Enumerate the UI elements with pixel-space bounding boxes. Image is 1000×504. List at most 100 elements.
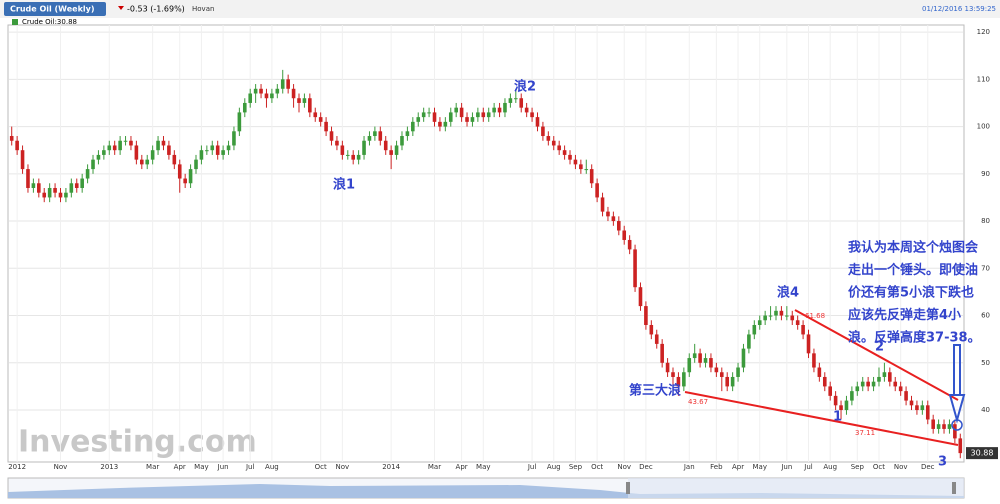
candle-body bbox=[617, 221, 621, 231]
y-tick-label: 50 bbox=[981, 359, 990, 367]
x-tick-label: Oct bbox=[591, 463, 603, 471]
candle-body bbox=[20, 150, 25, 170]
candle-body bbox=[866, 381, 870, 387]
navigator-handle[interactable] bbox=[626, 482, 630, 494]
candle-body bbox=[627, 239, 632, 250]
price-change: -0.53 (-1.69%) bbox=[127, 5, 185, 14]
candle-body bbox=[671, 372, 675, 377]
instrument-name: Crude Oil (Weekly) bbox=[10, 5, 95, 14]
x-tick-label: Nov bbox=[894, 463, 908, 471]
candle-body bbox=[763, 315, 767, 321]
candle-body bbox=[389, 150, 393, 155]
candle-body bbox=[579, 164, 583, 170]
candle-body bbox=[833, 395, 838, 406]
candle-body bbox=[270, 93, 274, 99]
candle-body bbox=[882, 372, 887, 377]
candle-body bbox=[237, 112, 242, 132]
plot: 40 50 60 70 80 90 100 110 120 2012 Nov 2013 Mar Apr Ma… bbox=[8, 25, 990, 471]
candle-body bbox=[47, 187, 52, 198]
candle-body bbox=[822, 376, 827, 387]
candle-body bbox=[828, 386, 832, 396]
candle-body bbox=[459, 107, 464, 118]
candle-body bbox=[172, 154, 177, 165]
x-tick-label: Oct bbox=[315, 463, 327, 471]
candle-body bbox=[925, 405, 930, 420]
candle-body bbox=[177, 164, 182, 179]
candle-body bbox=[877, 376, 881, 382]
candle-body bbox=[248, 93, 253, 103]
x-tick-label: Nov bbox=[336, 463, 350, 471]
candle-body bbox=[654, 334, 659, 344]
wave-label: 浪1 bbox=[333, 177, 355, 193]
candle-body bbox=[692, 353, 697, 359]
x-tick-label: 2014 bbox=[382, 463, 400, 471]
x-tick-label: Aug bbox=[265, 463, 279, 471]
candle-body bbox=[308, 98, 312, 113]
candle-body bbox=[69, 183, 74, 193]
candle-body bbox=[324, 121, 328, 132]
x-tick-label: Mar bbox=[428, 463, 441, 471]
x-tick-label: Jul bbox=[245, 463, 255, 471]
x-tick-label: Feb bbox=[710, 463, 723, 471]
price-note: 43.67 bbox=[688, 398, 708, 406]
instrument-tab[interactable] bbox=[4, 2, 106, 16]
candle-body bbox=[102, 150, 106, 155]
candle-body bbox=[795, 320, 800, 325]
candle-body bbox=[134, 145, 139, 160]
candle-body bbox=[74, 183, 79, 188]
trend-line-lower bbox=[684, 391, 959, 446]
comment-line: 我认为本周这个烛图会 bbox=[848, 240, 979, 256]
candle-body bbox=[508, 98, 513, 103]
x-tick-label: Dec bbox=[639, 463, 653, 471]
candle-body bbox=[709, 358, 713, 368]
candle-body bbox=[345, 154, 350, 156]
price-box bbox=[966, 447, 998, 460]
candle-body bbox=[958, 438, 963, 454]
x-tick-label: Aug bbox=[823, 463, 837, 471]
candle-body bbox=[205, 150, 209, 152]
sub-wave-label: 3 bbox=[938, 455, 947, 470]
candle-body bbox=[15, 140, 19, 151]
legend-swatch bbox=[12, 19, 18, 25]
candle-body bbox=[638, 287, 643, 307]
candle-body bbox=[253, 88, 258, 94]
candle-body bbox=[383, 140, 388, 151]
candle-body bbox=[96, 154, 101, 160]
candle-body bbox=[400, 136, 404, 146]
navigator-window[interactable] bbox=[628, 478, 964, 498]
candle-body bbox=[31, 183, 36, 188]
x-tick-label: Jun bbox=[217, 463, 229, 471]
y-tick-label: 60 bbox=[981, 312, 990, 320]
candle-body bbox=[595, 183, 599, 198]
candle-body bbox=[584, 169, 589, 171]
candle-body bbox=[573, 159, 578, 165]
candle-body bbox=[514, 98, 518, 100]
candle-body bbox=[329, 131, 334, 141]
candle-body bbox=[58, 192, 63, 198]
candle-body bbox=[871, 381, 876, 387]
candle-body bbox=[42, 192, 47, 198]
candle-body bbox=[947, 424, 952, 429]
x-tick-label: Jul bbox=[527, 463, 537, 471]
candle-body bbox=[898, 386, 903, 392]
x-tick-label: Aug bbox=[547, 463, 561, 471]
candle-body bbox=[562, 150, 567, 155]
x-tick-label: Nov bbox=[617, 463, 631, 471]
navigator-handle[interactable] bbox=[952, 482, 956, 494]
y-tick-label: 40 bbox=[981, 406, 990, 414]
candle-body bbox=[302, 98, 307, 103]
wave-label: 浪2 bbox=[514, 79, 536, 95]
x-tick-label: Jun bbox=[780, 463, 792, 471]
wave-label: 浪4 bbox=[777, 285, 799, 301]
candle-body bbox=[909, 400, 914, 406]
candle-body bbox=[394, 145, 399, 155]
arrow-head bbox=[948, 394, 966, 424]
candle-body bbox=[91, 159, 95, 170]
candle-body bbox=[378, 131, 383, 141]
candle-body bbox=[242, 102, 247, 113]
candle-body bbox=[183, 178, 187, 184]
timestamp: 01/12/2016 13:59:25 bbox=[922, 5, 996, 13]
candle-body bbox=[817, 367, 822, 377]
y-tick-label: 120 bbox=[977, 28, 990, 36]
candle-body bbox=[448, 112, 453, 122]
